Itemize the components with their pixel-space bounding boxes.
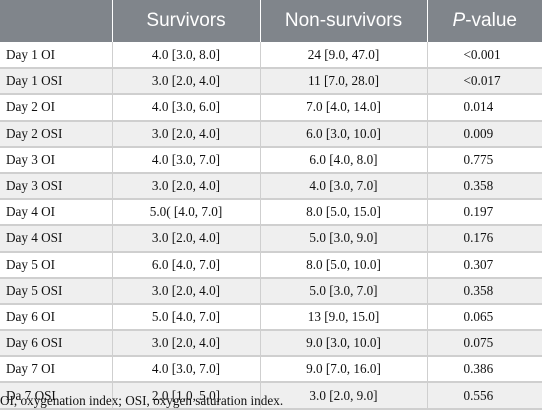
row-label-cell: Day 3 OSI (6, 178, 63, 194)
non-survivors-cell: 7.0 [4.0, 14.0] (259, 94, 427, 121)
survivors-cell: 5.0( [4.0, 7.0] (111, 199, 260, 226)
survivors-cell: 4.0 [3.0, 7.0] (111, 356, 260, 383)
p-value-cell: 0.386 (426, 356, 542, 383)
table-row: Day 4 OSI 3.0 [2.0, 4.0] 5.0 [3.0, 9.0] 0.1… (0, 225, 542, 252)
row-label-cell: Day 7 OI (6, 361, 56, 377)
table-row: Day 3 OSI 3.0 [2.0, 4.0] 4.0 [3.0, 7.0] 0.3… (0, 172, 542, 200)
table-row: Day 1 OI 4.0 [3.0, 8.0] 24 [9.0, 47.0] <0.0… (0, 42, 542, 69)
survivors-cell: 3.0 [2.0, 4.0] (111, 225, 260, 252)
survivors-cell: 2.0 [1.0, 5.0] (111, 382, 260, 409)
p-value-cell: 0.358 (426, 172, 542, 200)
non-survivors-cell: 9.0 [3.0, 10.0] (259, 330, 427, 357)
non-survivors-cell: 6.0 [3.0, 10.0] (259, 120, 427, 147)
table-body: Day 1 OI 4.0 [3.0, 8.0] 24 [9.0, 47.0] <0.0… (0, 42, 542, 409)
p-value-cell: 0.307 (426, 251, 542, 278)
row-label-cell: Day 4 OSI (6, 230, 63, 246)
header-p-suffix: -value (465, 10, 517, 31)
p-value-cell: 0.065 (426, 303, 542, 331)
survivors-cell: 6.0 [4.0, 7.0] (111, 251, 260, 278)
header-survivors: Survivors (111, 0, 260, 42)
table-row: Day 4 OI 5.0( [4.0, 7.0] 8.0 [5.0, 15.0] 0.… (0, 199, 542, 226)
row-label-cell: Day 2 OI (6, 99, 56, 115)
survivors-cell: 3.0 [2.0, 4.0] (111, 330, 260, 357)
header-row: Survivors Non-survivors P-value (0, 0, 542, 42)
non-survivors-cell: 5.0 [3.0, 7.0] (259, 277, 427, 304)
table-row: Day 3 OI 4.0 [3.0, 7.0] 6.0 [4.0, 8.0] 0.77… (0, 146, 542, 173)
survivors-cell: 4.0 [3.0, 6.0] (111, 94, 260, 121)
table-row: Day 5 OI 6.0 [4.0, 7.0] 8.0 [5.0, 10.0] 0.3… (0, 251, 542, 278)
survivors-cell: 4.0 [3.0, 8.0] (111, 42, 260, 69)
survivors-cell: 3.0 [2.0, 4.0] (111, 277, 260, 304)
header-p-italic: P (452, 10, 466, 31)
non-survivors-cell: 11 [7.0, 28.0] (259, 68, 427, 95)
survivors-cell: 4.0 [3.0, 7.0] (111, 146, 260, 173)
non-survivors-cell: 8.0 [5.0, 15.0] (259, 199, 427, 226)
row-label-cell: Day 5 OSI (6, 282, 63, 298)
non-survivors-cell: 24 [9.0, 47.0] (259, 42, 427, 69)
table-row: Day 6 OSI 3.0 [2.0, 4.0] 9.0 [3.0, 10.0] 0.… (0, 330, 542, 357)
row-label-cell: Day 1 OSI (6, 73, 63, 89)
table-row: Da 7 OSI 2.0 [1.0, 5.0] 3.0 [2.0, 9.0] 0.55… (0, 382, 542, 409)
survivors-cell: 3.0 [2.0, 4.0] (111, 172, 260, 200)
p-value-cell: <0.017 (426, 68, 542, 95)
row-label-cell: Day 6 OI (6, 308, 56, 324)
table-row: Day 1 OSI 3.0 [2.0, 4.0] 11 [7.0, 28.0] <0.… (0, 68, 542, 95)
p-value-cell: 0.358 (426, 277, 542, 304)
header-non-survivors: Non-survivors (259, 0, 427, 42)
row-label-cell: Day 6 OSI (6, 335, 63, 351)
non-survivors-cell: 3.0 [2.0, 9.0] (259, 382, 427, 409)
survivors-cell: 3.0 [2.0, 4.0] (111, 120, 260, 147)
p-value-cell: 0.014 (426, 94, 542, 121)
p-value-cell: 0.176 (426, 225, 542, 252)
non-survivors-cell: 4.0 [3.0, 7.0] (259, 172, 427, 200)
header-p-value: P-value (426, 0, 542, 42)
non-survivors-cell: 8.0 [5.0, 10.0] (259, 251, 427, 278)
row-label-cell: Day 4 OI (6, 204, 56, 220)
table-footnote: OI, oxygenation index; OSI, oxygen satur… (0, 393, 284, 408)
non-survivors-cell: 5.0 [3.0, 9.0] (259, 225, 427, 252)
header-label-column (0, 0, 112, 42)
row-label-cell: Da 7 OSI (6, 387, 56, 403)
p-value-cell: 0.197 (426, 199, 542, 226)
table-row: Day 6 OI 5.0 [4.0, 7.0] 13 [9.0, 15.0] 0.06… (0, 303, 542, 331)
survivors-cell: 5.0 [4.0, 7.0] (111, 303, 260, 331)
p-value-cell: <0.001 (426, 42, 542, 69)
table-row: Day 2 OSI 3.0 [2.0, 4.0] 6.0 [3.0, 10.0] 0.… (0, 120, 542, 147)
row-label-cell: Day 5 OI (6, 256, 56, 272)
table-row: Day 5 OSI 3.0 [2.0, 4.0] 5.0 [3.0, 7.0] 0.3… (0, 277, 542, 304)
non-survivors-cell: 6.0 [4.0, 8.0] (259, 146, 427, 173)
table-header: Survivors Non-survivors P-value (0, 0, 542, 42)
row-label-cell: Day 2 OSI (6, 125, 63, 141)
table-row: Day 7 OI 4.0 [3.0, 7.0] 9.0 [7.0, 16.0] 0.3… (0, 356, 542, 383)
p-value-cell: 0.775 (426, 146, 542, 173)
p-value-cell: 0.556 (426, 382, 542, 409)
p-value-cell: 0.075 (426, 330, 542, 357)
table-row: Day 2 OI 4.0 [3.0, 6.0] 7.0 [4.0, 14.0] 0.0… (0, 94, 542, 121)
non-survivors-cell: 9.0 [7.0, 16.0] (259, 356, 427, 383)
row-label-cell: Day 3 OI (6, 151, 56, 167)
p-value-cell: 0.009 (426, 120, 542, 147)
survivors-cell: 3.0 [2.0, 4.0] (111, 68, 260, 95)
row-label-cell: Day 1 OI (6, 46, 56, 62)
non-survivors-cell: 13 [9.0, 15.0] (259, 303, 427, 331)
